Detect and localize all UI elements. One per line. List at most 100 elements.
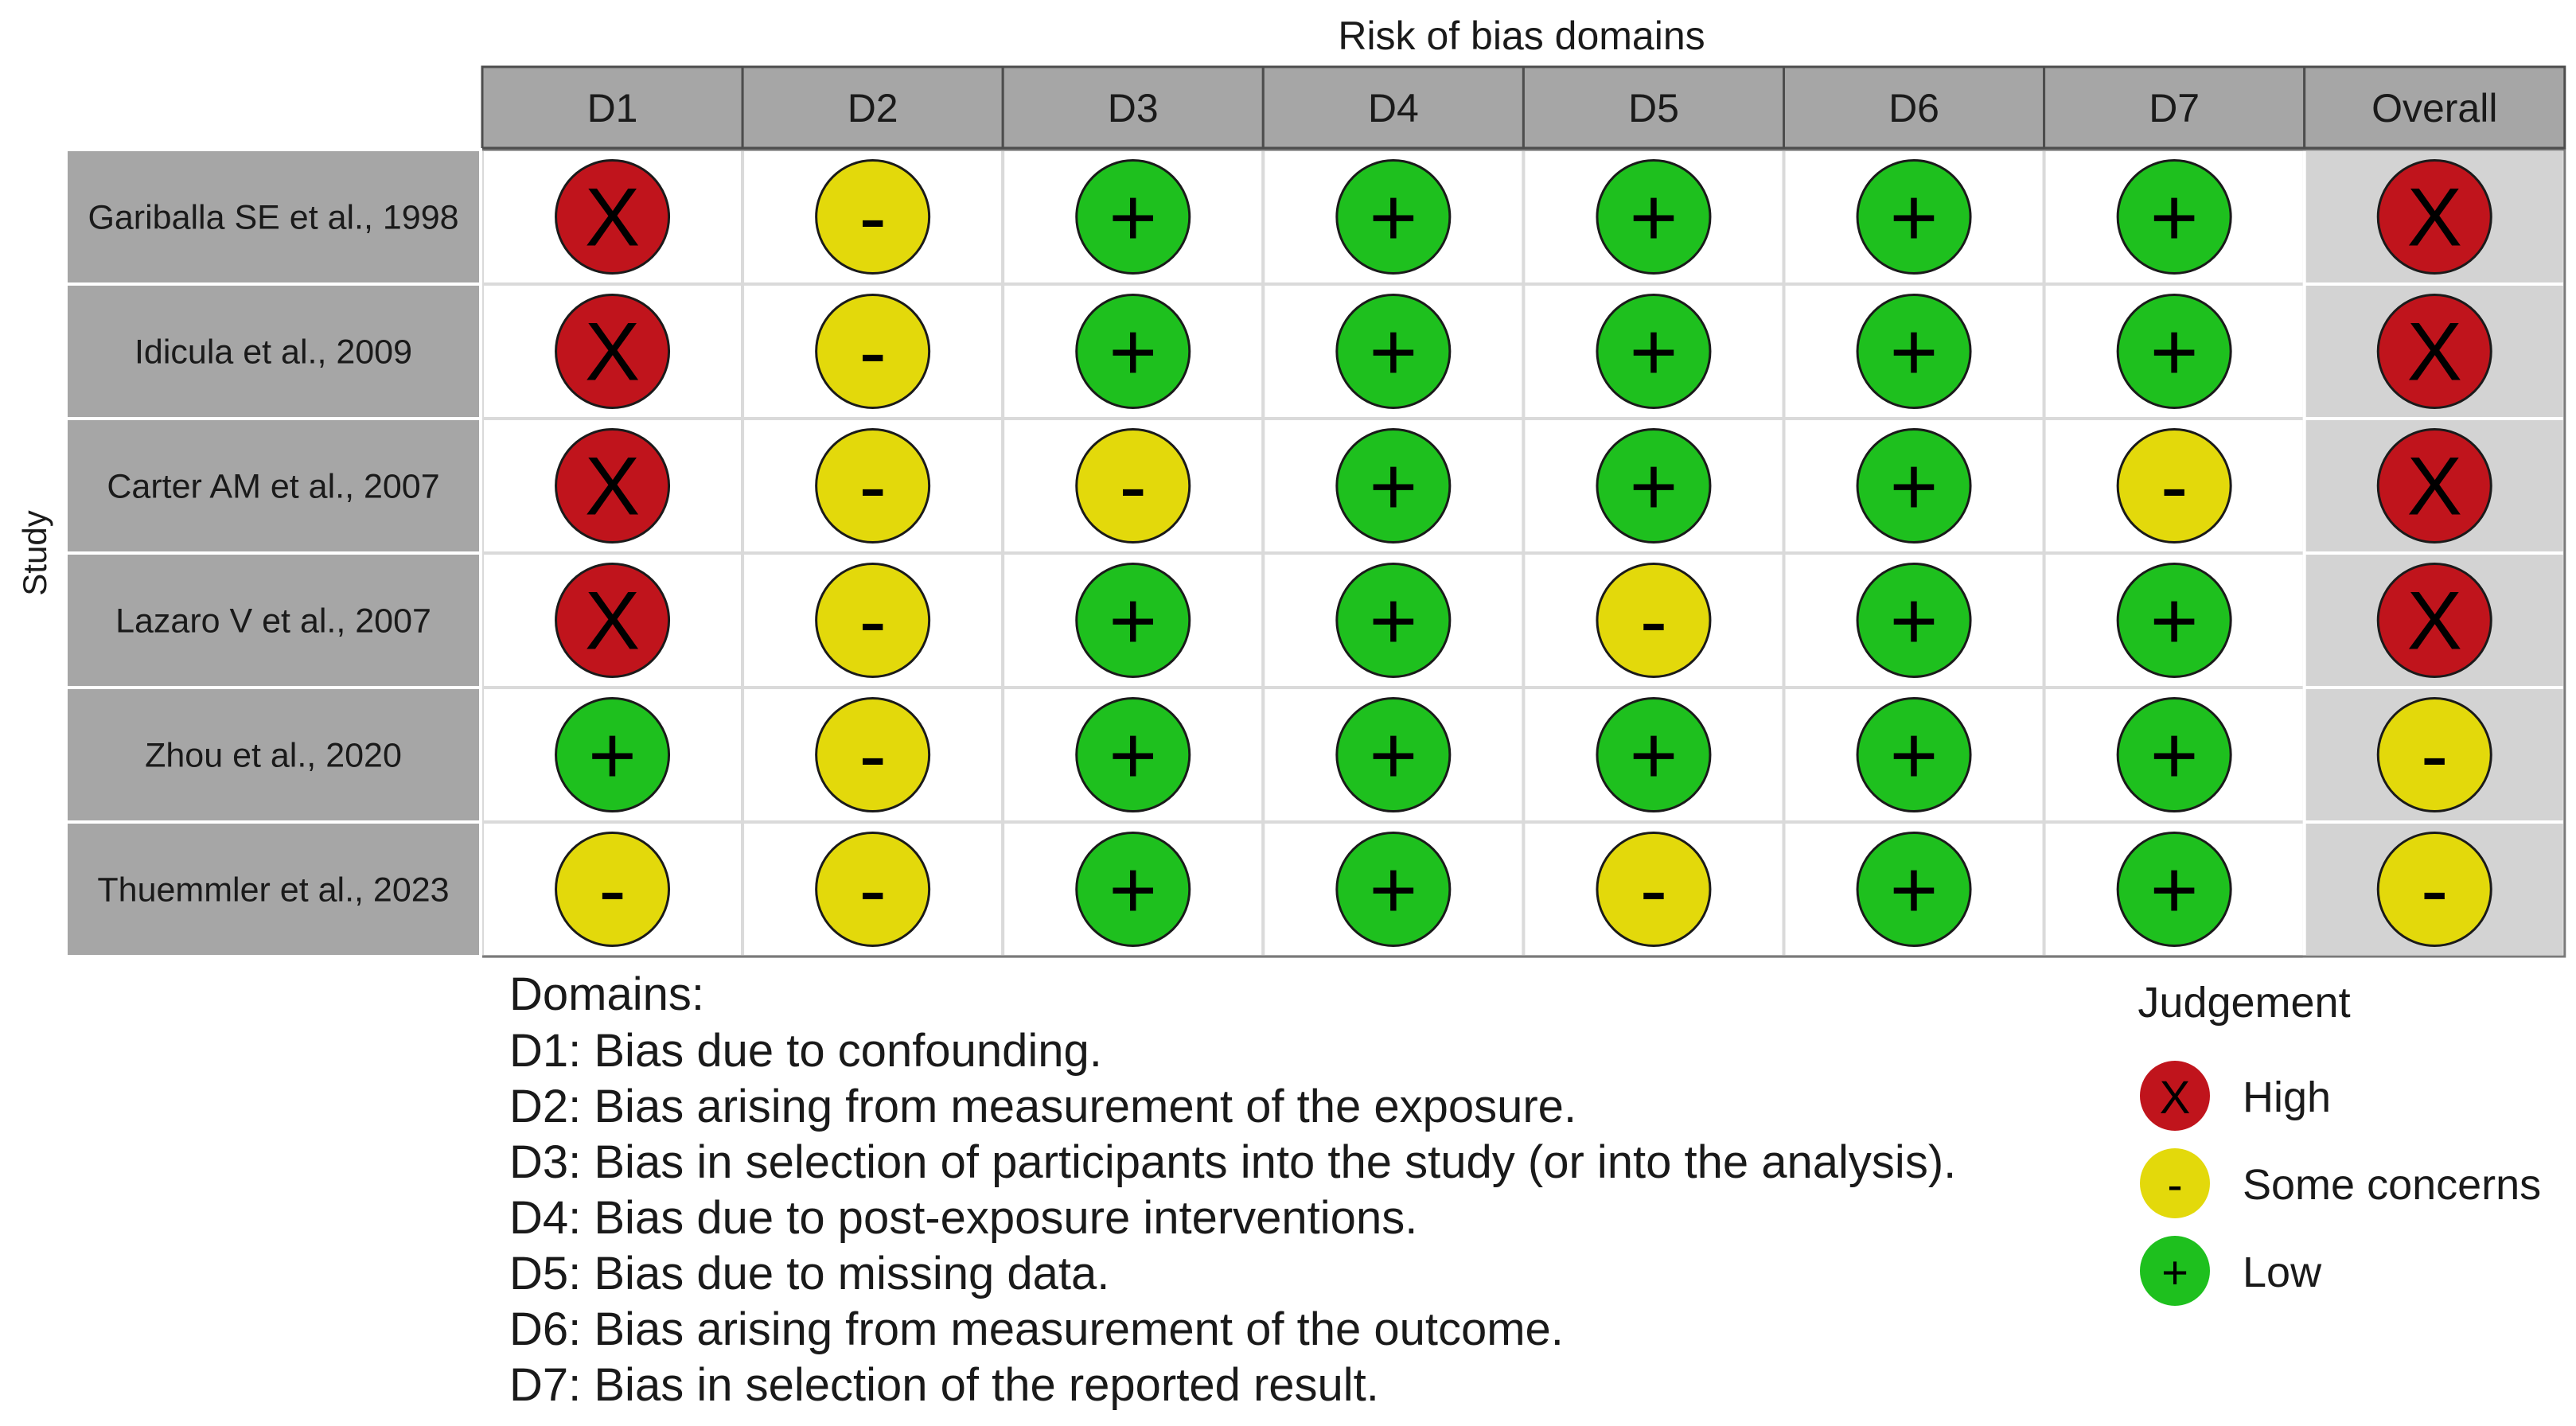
legend-marker-some-concerns [2140, 1148, 2210, 1218]
study-label: Zhou et al., 2020 [145, 737, 402, 775]
judgement-mark-high [555, 428, 671, 544]
judgement-mark-some-concerns [2376, 697, 2492, 812]
judgement-mark-low [2116, 697, 2232, 812]
judgement-mark-some-concerns [815, 832, 931, 947]
judgement-symbol: + [1890, 575, 1939, 668]
judgement-mark-low [1075, 159, 1191, 275]
judgement-symbol: - [859, 441, 887, 533]
domain-description-d6: D6: Bias arising from measurement of the… [509, 1303, 1564, 1355]
column-header-d1 [481, 65, 744, 150]
judgement-symbol: - [1640, 575, 1668, 668]
judgement-symbol: + [2150, 844, 2199, 937]
judgement-mark-some-concerns [815, 563, 931, 678]
judgement-symbol: - [859, 575, 887, 668]
study-label: Carter AM et al., 2007 [107, 468, 439, 506]
judgement-symbol: + [1369, 844, 1417, 937]
judgement-mark-low [1075, 697, 1191, 812]
judgement-symbol: + [1890, 172, 1939, 264]
judgement-symbol: + [1630, 172, 1678, 264]
column-header-label-d1: D1 [587, 86, 638, 131]
study-label-cell [64, 282, 482, 420]
domains-title: Domains: [509, 968, 704, 1020]
judgement-symbol: - [2421, 844, 2449, 937]
judgement-symbol: + [1369, 441, 1417, 533]
judgement-mark-low [1335, 159, 1452, 275]
judgement-mark-some-concerns [1596, 832, 1712, 947]
judgement-symbol: - [2161, 441, 2188, 533]
judgement-symbol: X [585, 306, 640, 399]
domain-description-d7: D7: Bias in selection of the reported re… [509, 1359, 1379, 1411]
column-header-d4 [1261, 65, 1525, 150]
y-axis-label: Study [16, 510, 53, 595]
judgement-mark-low [1596, 294, 1712, 409]
judgement-mark-some-concerns [1596, 563, 1712, 678]
judgement-symbol: - [1119, 441, 1147, 533]
judgement-mark-low [1075, 563, 1191, 678]
judgement-symbol: + [1890, 844, 1939, 937]
judgement-mark-high [2376, 563, 2492, 678]
judgement-mark-high [555, 294, 671, 409]
judgement-symbol: X [585, 575, 640, 668]
domain-descriptions: D1: Bias due to confounding. D2: Bias ar… [509, 1023, 1956, 1413]
judgement-legend-title: Judgement [2138, 979, 2350, 1027]
judgement-mark-low [2116, 294, 2232, 409]
judgement-symbol: + [1109, 306, 1157, 399]
judgement-mark-low [1856, 563, 1972, 678]
judgement-symbol: + [2150, 172, 2199, 264]
judgement-mark-some-concerns [815, 159, 931, 275]
column-header-d2 [741, 65, 1004, 150]
legend-label-some-concerns: Some concerns [2243, 1161, 2541, 1209]
judgement-mark-some-concerns [2376, 832, 2492, 947]
judgement-symbol: X [2407, 441, 2462, 533]
column-header-overall [2303, 65, 2566, 150]
judgement-symbol: - [859, 710, 887, 802]
legend-label-low: Low [2243, 1249, 2322, 1296]
judgement-mark-high [555, 159, 671, 275]
column-header-d6 [1783, 65, 2046, 150]
column-header-d7 [2043, 65, 2306, 150]
judgement-mark-low [2116, 563, 2232, 678]
judgement-mark-low [1856, 159, 1972, 275]
column-header-label-d7: D7 [2149, 86, 2200, 131]
judgement-mark-low [1335, 428, 1452, 544]
judgement-mark-low [1335, 294, 1452, 409]
judgement-symbol: - [859, 306, 887, 399]
judgement-mark-some-concerns [815, 294, 931, 409]
judgement-symbol: + [1109, 710, 1157, 802]
judgement-mark-low [1596, 159, 1712, 275]
judgement-symbol: + [1630, 710, 1678, 802]
judgement-symbol: - [598, 844, 626, 937]
judgement-mark-some-concerns [815, 697, 931, 812]
judgement-mark-low [1596, 428, 1712, 544]
chart-title: Risk of bias domains [1338, 14, 1705, 58]
judgement-symbol: X [2407, 172, 2462, 264]
judgement-mark-low [555, 697, 671, 812]
judgement-mark-low [1856, 832, 1972, 947]
judgement-symbol: X [2407, 306, 2462, 399]
judgement-symbol: + [1369, 575, 1417, 668]
judgement-mark-high [2376, 428, 2492, 544]
judgement-symbol: + [1890, 306, 1939, 399]
judgement-mark-low [1075, 294, 1191, 409]
judgement-symbol: + [1369, 710, 1417, 802]
judgement-mark-low [1335, 697, 1452, 812]
domain-description-d2: D2: Bias arising from measurement of the… [509, 1081, 1577, 1132]
judgement-mark-low [1075, 832, 1191, 947]
judgement-mark-high [2376, 159, 2492, 275]
judgement-symbol: + [1109, 172, 1157, 264]
judgement-symbol: - [859, 172, 887, 264]
study-label-cell [64, 820, 482, 958]
study-label: Gariballa SE et al., 1998 [88, 199, 458, 237]
column-header-label-d3: D3 [1108, 86, 1159, 131]
judgement-mark-some-concerns [815, 428, 931, 544]
judgement-mark-high [555, 563, 671, 678]
legend-symbol: X [2160, 1072, 2191, 1124]
judgement-symbol: + [1630, 306, 1678, 399]
legend-symbol: - [2167, 1159, 2182, 1211]
study-label-cell [64, 551, 482, 689]
column-header-label-d6: D6 [1888, 86, 1939, 131]
judgement-mark-low [2116, 159, 2232, 275]
judgement-symbol: + [1630, 441, 1678, 533]
study-label: Lazaro V et al., 2007 [115, 602, 431, 641]
legend-marker-high [2140, 1061, 2210, 1131]
